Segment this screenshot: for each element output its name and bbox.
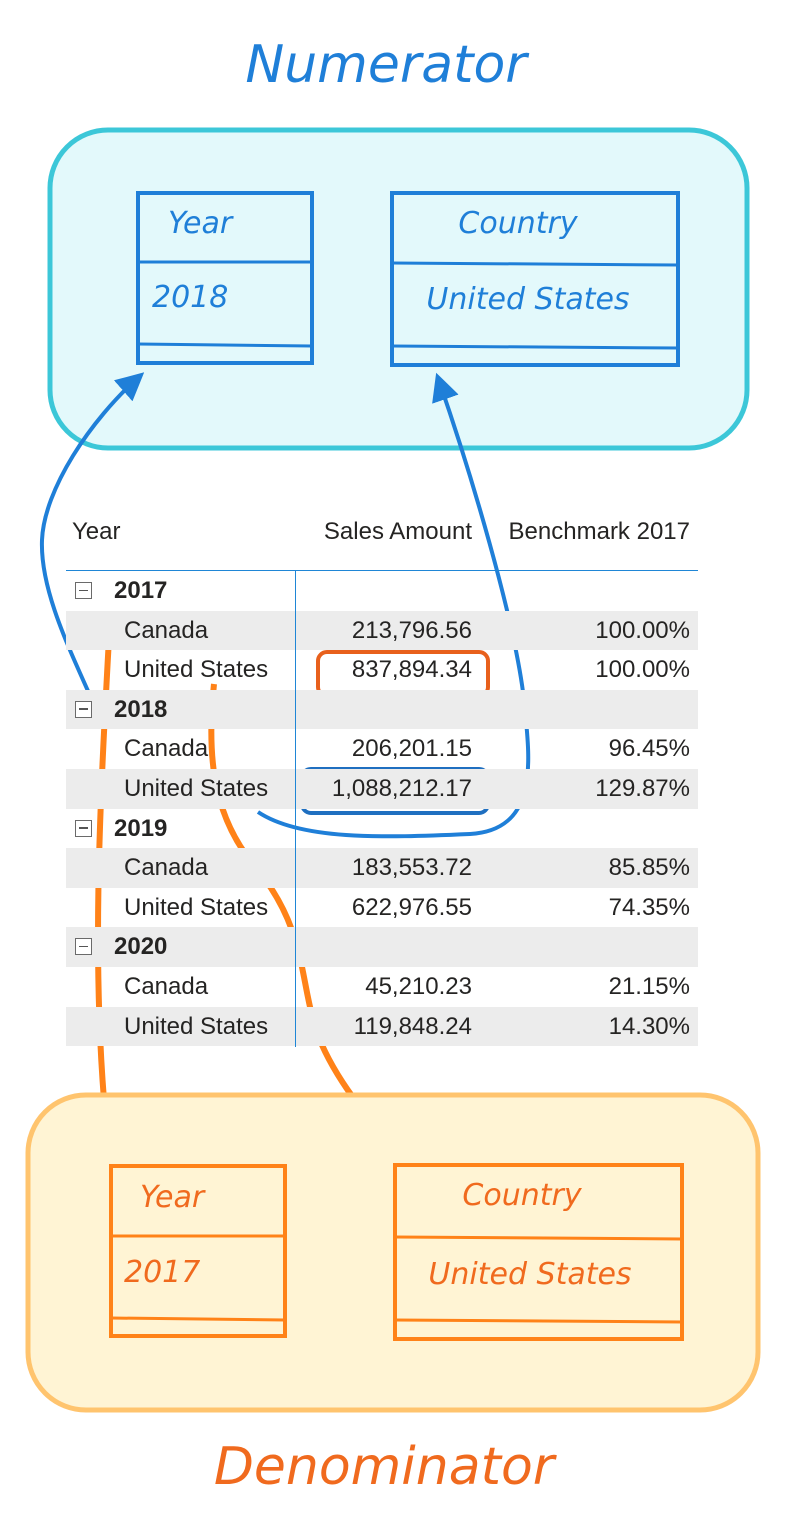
year-row[interactable]: 2020 [66,927,698,967]
matrix-header: Year Sales Amount Benchmark 2017 [66,512,698,571]
benchmark-cell: 74.35% [608,893,690,921]
sales-amount-cell: 1,088,212.17 [331,774,472,802]
numerator-country-label: Country [458,206,578,241]
denominator-country-value: United States [428,1257,631,1292]
collapse-icon[interactable] [75,582,92,599]
country-label: United States [124,656,269,684]
column-divider [295,570,296,1047]
denominator-year-slicer: Year 2017 [109,1164,287,1338]
collapse-icon[interactable] [75,819,92,837]
numerator-country-slicer: Country United States [390,191,680,367]
benchmark-cell: 100.00% [595,616,690,644]
year-label: 2019 [114,814,168,842]
year-row[interactable]: 2017 [66,571,698,611]
arrow-us-to-country-slicer [256,372,531,839]
header-benchmark-2017: Benchmark 2017 [508,518,690,545]
table-row: Canada 213,796.56 100.00% [66,610,698,651]
numerator-year-label: Year [168,206,234,241]
numerator-country-value: United States [426,282,629,317]
denominator-country-label: Country [462,1178,582,1213]
year-label: 2020 [114,933,168,961]
table-row: Canada 206,201.15 96.45% [66,729,698,769]
benchmark-cell: 96.45% [608,735,690,763]
table-row: Canada 183,553.72 85.85% [66,848,698,888]
year-label: 2017 [114,577,168,604]
matrix-body: 2017 Canada 213,796.56 100.00% United States… [66,571,698,1047]
country-label: Canada [124,854,209,882]
numerator-year-slicer: Year 2018 [136,191,314,365]
sales-amount-cell: 837,894.34 [351,656,472,684]
sales-amount-cell: 183,553.72 [351,854,472,882]
sales-amount-cell: 119,848.24 [353,1012,472,1040]
country-label: Canada [124,972,209,1000]
denominator-year-label: Year [140,1180,206,1215]
year-row[interactable]: 2019 [66,809,698,849]
header-sales-amount: Sales Amount [323,518,472,545]
country-label: United States [124,893,269,921]
table-row: Canada 45,210.23 21.15% [66,967,698,1007]
table-row: United States 837,894.34 100.00% [66,650,698,690]
sales-amount-cell: 45,210.23 [365,972,472,1000]
benchmark-cell: 14.30% [608,1012,690,1040]
denominator-year-value: 2017 [124,1255,200,1290]
table-row: United States 622,976.55 74.35% [66,888,698,928]
country-label: Canada [124,616,209,644]
year-row[interactable]: 2018 [66,689,698,730]
sales-amount-cell: 213,796.56 [351,616,472,644]
benchmark-cell: 129.87% [595,774,690,802]
collapse-icon[interactable] [75,938,92,956]
sales-amount-cell: 206,201.15 [351,735,472,763]
benchmark-cell: 85.85% [608,854,690,882]
denominator-title: Denominator [214,1437,558,1497]
benchmark-cell: 100.00% [595,656,690,684]
country-label: United States [124,1012,269,1040]
sales-amount-cell: 622,976.55 [351,893,472,921]
numerator-title: Numerator [245,35,530,95]
sales-matrix: Year Sales Amount Benchmark 2017 2017 Can… [66,512,698,1047]
country-label: United States [124,774,269,802]
numerator-year-value: 2018 [152,280,228,315]
country-label: Canada [124,735,209,763]
header-year: Year [72,518,121,545]
denominator-country-slicer: Country United States [393,1163,684,1341]
year-label: 2018 [114,695,168,723]
table-row: United States 1,088,212.17 129.87% [66,768,698,809]
benchmark-cell: 21.15% [608,972,690,1000]
collapse-icon[interactable] [75,700,92,718]
table-row: United States 119,848.24 14.30% [66,1006,698,1047]
